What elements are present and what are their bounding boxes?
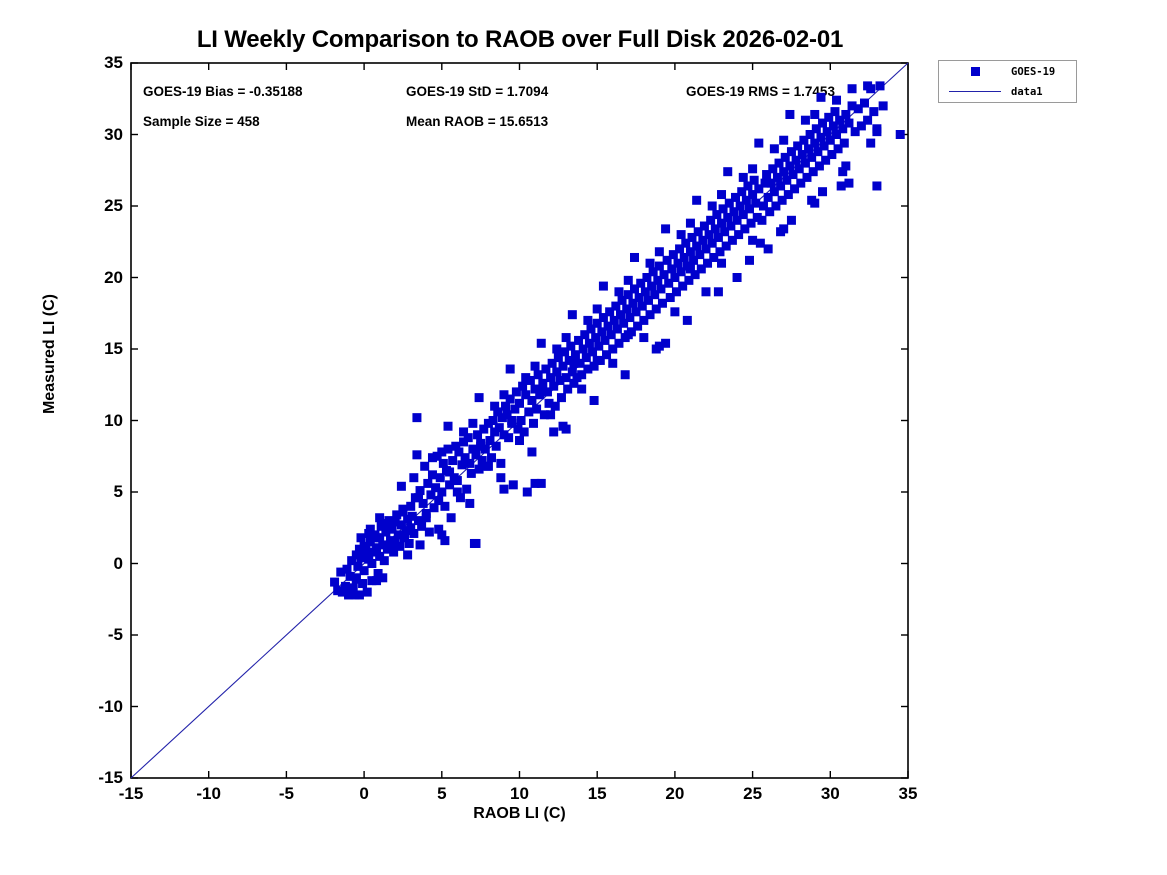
x-tick-label: 30 [820, 784, 840, 803]
x-tick-label: 15 [587, 784, 607, 803]
legend-square-marker-icon [939, 67, 1011, 76]
annotation-sample-size: Sample Size = 458 [143, 114, 260, 129]
annotation-bias: GOES-19 Bias = -0.35188 [143, 84, 303, 99]
x-tick-label: -5 [278, 784, 294, 803]
x-tick-label: 25 [743, 784, 763, 803]
annotation-rms: GOES-19 RMS = 1.7453 [686, 84, 835, 99]
tick-marks [130, 62, 909, 779]
y-tick-label: 10 [104, 410, 123, 430]
y-axis-label: Measured LI (C) [41, 294, 58, 415]
y-tick-label: -15 [98, 768, 123, 787]
legend-label-data1: data1 [1011, 85, 1043, 98]
y-tick-label: -10 [98, 696, 123, 716]
y-tick-label: 35 [104, 53, 123, 72]
y-tick-label: 15 [104, 339, 123, 358]
scatter-points-group [330, 81, 905, 600]
x-axis-label: RAOB LI (C) [473, 805, 566, 822]
x-tick-label: 10 [510, 784, 529, 803]
annotation-mean-raob: Mean RAOB = 15.6513 [406, 114, 549, 129]
x-tick-label: 5 [437, 784, 447, 803]
y-tick-label: 5 [113, 482, 123, 501]
x-tick-label: 20 [665, 784, 685, 803]
legend: GOES-19 data1 [938, 60, 1077, 103]
legend-line-icon [939, 91, 1011, 92]
x-tick-label: -15 [118, 784, 144, 803]
x-tick-label: 35 [898, 784, 918, 803]
legend-item-data1: data1 [939, 81, 1076, 102]
legend-label-goes19: GOES-19 [1011, 65, 1056, 78]
x-tick-label: -10 [196, 784, 221, 803]
y-tick-label: -5 [107, 625, 123, 644]
y-tick-label: 0 [113, 553, 123, 573]
y-tick-label: 20 [104, 267, 123, 287]
legend-item-goes19: GOES-19 [939, 61, 1076, 82]
annotation-std: GOES-19 StD = 1.7094 [406, 84, 549, 99]
y-tick-label: 25 [104, 196, 123, 215]
y-tick-label: 30 [104, 124, 123, 144]
page-title: LI Weekly Comparison to RAOB over Full D… [196, 26, 844, 53]
x-tick-label: 0 [359, 784, 369, 803]
